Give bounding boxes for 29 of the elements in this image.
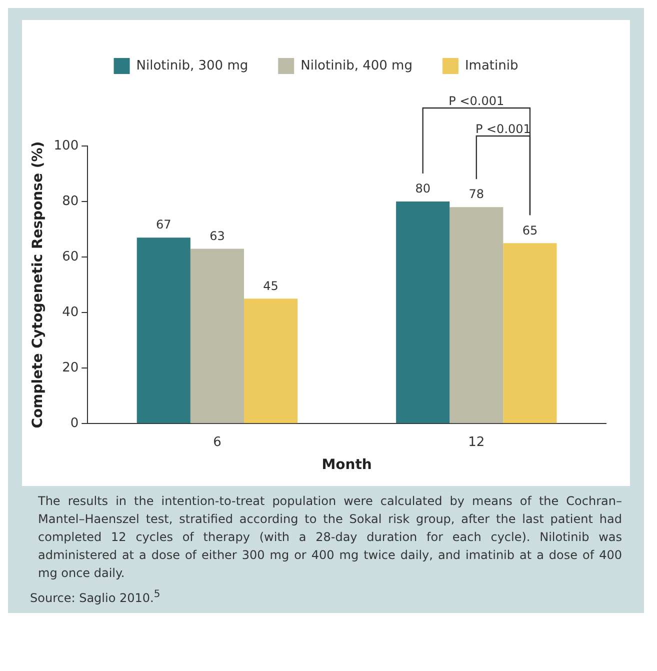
x-tick-label: 12 [468,434,485,450]
bar [136,238,190,424]
y-tick-label: 60 [62,249,79,264]
text: P <0.001 [448,94,504,108]
data-label: 78 [468,187,484,202]
source-note: Source: Saglio 2010.$^{5}$ [29,588,162,607]
bar [503,243,557,424]
data-label: 65 [522,223,538,238]
legend-label: Nilotinib, 300 mg [136,58,248,74]
bar [396,202,450,424]
data-label: 63 [210,228,225,243]
y-tick-label: 80 [62,194,79,209]
data-label: 67 [156,218,172,232]
y-tick-label: 100 [54,138,79,154]
x-tick-label: 6 [213,434,222,450]
text: The results in the intention-to-treat population were calculated by means of the Cochran–Mantel–Haenszel test, stratified according to the Sokal risk group, after the last patient had completed 12 cycles of therapy (with a 28-day duration for each cycle). Nilotinib was administered at a dose of either 300 mg or 400 mg twice daily, and imatinib at a dose of 400 mg once daily. [37,493,623,582]
y-tick-label: 0 [70,416,79,431]
data-label: 80 [415,182,430,196]
bar [244,298,298,424]
legend-label: Imatinib [464,58,518,74]
x-axis-title: Month [322,457,372,474]
y-tick-label: 40 [62,304,79,320]
data-label: 45 [263,278,278,293]
bar [190,248,244,424]
bar [450,207,504,424]
text: P <0.001 [475,122,531,136]
y-tick-label: 20 [62,360,79,376]
legend-label: Nilotinib, 400 mg [300,58,412,74]
y-axis-title: Complete Cytogenetic Response (%) [30,141,46,428]
